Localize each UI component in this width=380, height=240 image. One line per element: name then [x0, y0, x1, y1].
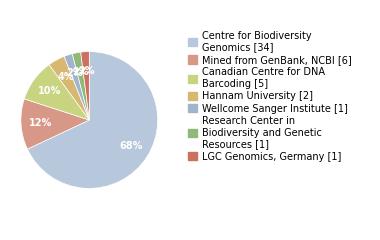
- Legend: Centre for Biodiversity
Genomics [34], Mined from GenBank, NCBI [6], Canadian Ce: Centre for Biodiversity Genomics [34], M…: [188, 31, 352, 162]
- Text: 12%: 12%: [28, 118, 52, 128]
- Wedge shape: [24, 65, 89, 120]
- Wedge shape: [49, 56, 89, 120]
- Wedge shape: [72, 52, 89, 120]
- Text: 10%: 10%: [38, 86, 61, 96]
- Wedge shape: [81, 52, 89, 120]
- Wedge shape: [21, 99, 89, 149]
- Text: 4%: 4%: [57, 72, 74, 82]
- Text: 68%: 68%: [119, 141, 142, 151]
- Text: 2%: 2%: [78, 66, 95, 76]
- Text: 2%: 2%: [66, 68, 82, 78]
- Wedge shape: [27, 52, 158, 188]
- Wedge shape: [64, 54, 89, 120]
- Text: 2%: 2%: [72, 67, 88, 77]
